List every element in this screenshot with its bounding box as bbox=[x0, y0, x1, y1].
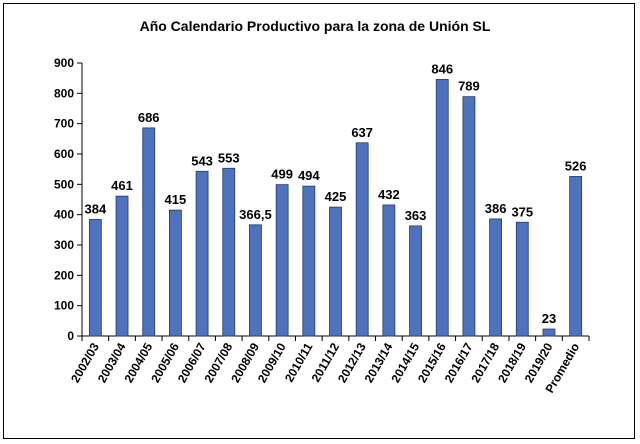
bar bbox=[569, 176, 583, 337]
y-tick-label: 700 bbox=[54, 117, 74, 131]
data-label: 375 bbox=[511, 204, 533, 219]
data-label: 23 bbox=[542, 311, 556, 326]
bar bbox=[195, 170, 209, 337]
data-label: 386 bbox=[485, 201, 507, 216]
data-label: 425 bbox=[325, 189, 347, 204]
bar bbox=[88, 219, 102, 337]
bar bbox=[115, 195, 129, 337]
bar bbox=[542, 328, 556, 337]
data-label: 432 bbox=[378, 187, 400, 202]
data-label: 789 bbox=[458, 79, 480, 94]
chart-frame: Año Calendario Productivo para la zona d… bbox=[3, 3, 635, 439]
data-label: 526 bbox=[565, 158, 587, 173]
bar bbox=[382, 204, 396, 337]
bar bbox=[489, 218, 503, 337]
data-label: 384 bbox=[84, 202, 106, 217]
bar bbox=[329, 206, 342, 337]
bar bbox=[302, 185, 316, 337]
y-tick-label: 500 bbox=[54, 177, 74, 191]
bar bbox=[515, 221, 529, 337]
bar bbox=[462, 96, 476, 337]
chart-title: Año Calendario Productivo para la zona d… bbox=[139, 18, 491, 34]
bar bbox=[222, 167, 236, 337]
data-label: 494 bbox=[298, 168, 320, 183]
y-tick-label: 300 bbox=[54, 238, 74, 252]
data-label: 499 bbox=[271, 167, 293, 182]
bar-chart: 01002003004005006007008009003842002/0346… bbox=[54, 56, 590, 395]
bar bbox=[249, 224, 262, 337]
bar bbox=[275, 184, 289, 337]
y-tick-label: 0 bbox=[67, 329, 74, 343]
bar bbox=[409, 225, 422, 337]
bar bbox=[435, 78, 449, 337]
y-tick-label: 600 bbox=[54, 147, 74, 161]
data-label: 366,5 bbox=[239, 207, 272, 222]
data-label: 415 bbox=[165, 192, 187, 207]
bar bbox=[355, 142, 369, 337]
data-label: 846 bbox=[431, 61, 453, 76]
data-label: 363 bbox=[405, 208, 427, 223]
data-label: 543 bbox=[191, 153, 213, 168]
y-tick-label: 900 bbox=[54, 56, 74, 70]
data-label: 553 bbox=[218, 150, 240, 165]
y-tick-label: 200 bbox=[54, 268, 74, 282]
data-label: 686 bbox=[138, 110, 160, 125]
bar bbox=[142, 127, 156, 337]
y-tick-label: 100 bbox=[54, 299, 74, 313]
bar bbox=[168, 209, 182, 337]
data-label: 637 bbox=[351, 125, 373, 140]
y-tick-label: 400 bbox=[54, 208, 74, 222]
y-tick-label: 800 bbox=[54, 86, 74, 100]
data-label: 461 bbox=[111, 178, 133, 193]
